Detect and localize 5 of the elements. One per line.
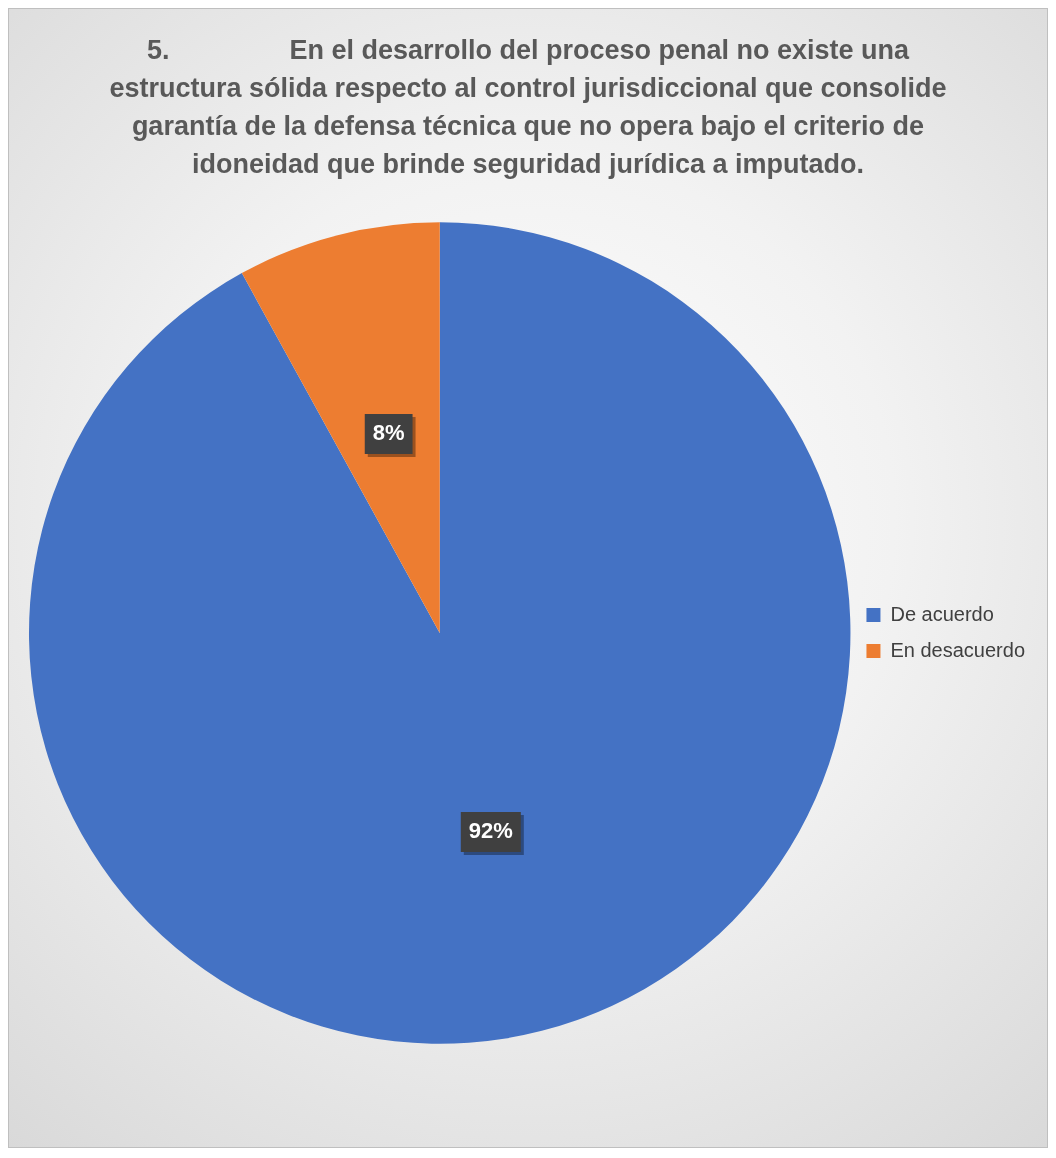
legend-label: De acuerdo <box>890 602 994 625</box>
chart-title: 5. En el desarrollo del proceso penal no existe una estructura sólida respecto al control jurisdiccional que consolide garantía de la defensa técnica que no opera bajo el criterio de idoneidad que brinde seguridad jurídica a imputado. <box>108 34 948 181</box>
legend-label: En desacuerdo <box>890 638 1026 661</box>
data-label: 8% <box>372 420 405 446</box>
data-label: 92% <box>468 817 513 843</box>
